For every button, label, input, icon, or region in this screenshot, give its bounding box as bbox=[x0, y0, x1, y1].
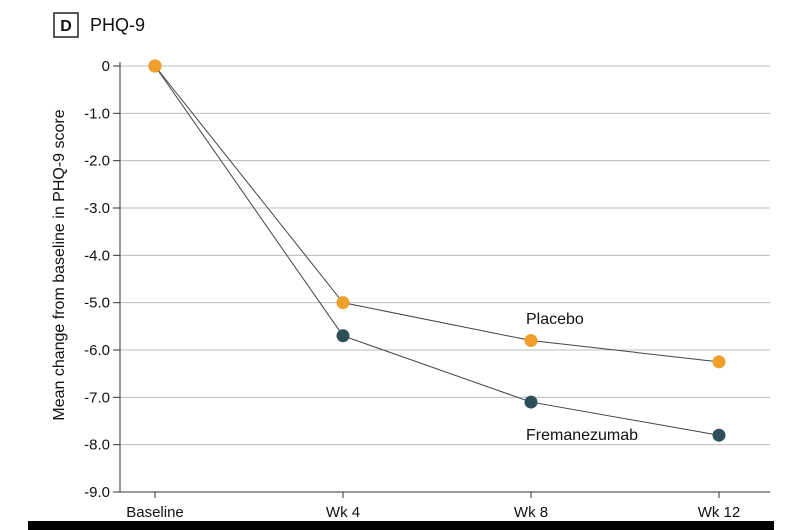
series-label-fremanezumab: Fremanezumab bbox=[526, 427, 638, 444]
chart-title: PHQ-9 bbox=[90, 15, 145, 35]
y-tick-label: -3.0 bbox=[84, 200, 110, 217]
y-tick-label: -2.0 bbox=[84, 153, 110, 170]
data-point-placebo bbox=[712, 355, 726, 369]
data-point-placebo bbox=[336, 296, 350, 310]
axes bbox=[113, 62, 770, 498]
y-tick-label: -1.0 bbox=[84, 105, 110, 122]
x-tick-labels: Baseline Wk 4 Wk 8 Wk 12 bbox=[126, 504, 740, 521]
bottom-bar bbox=[28, 521, 774, 530]
data-point-fremanezumab bbox=[712, 428, 726, 442]
x-tick-label: Baseline bbox=[126, 504, 184, 521]
series-line-fremanezumab bbox=[154, 65, 720, 436]
y-axis-title: Mean change from baseline in PHQ-9 score bbox=[51, 109, 68, 420]
y-tick-label: -5.0 bbox=[84, 295, 110, 312]
data-point-fremanezumab bbox=[336, 329, 350, 343]
series-label-placebo: Placebo bbox=[526, 311, 584, 328]
panel-letter: D bbox=[60, 18, 72, 35]
y-tick-label: -9.0 bbox=[84, 484, 110, 501]
y-tick-labels: 0 -1.0 -2.0 -3.0 -4.0 -5.0 -6.0 -7.0 -8.0 -9.0 bbox=[84, 58, 110, 501]
x-tick-label: Wk 12 bbox=[698, 504, 741, 521]
gridlines bbox=[120, 65, 770, 446]
data-point-placebo bbox=[148, 59, 162, 73]
x-tick-label: Wk 4 bbox=[326, 504, 360, 521]
y-tick-label: -8.0 bbox=[84, 437, 110, 454]
series-line-placebo bbox=[154, 65, 720, 363]
series bbox=[148, 59, 726, 442]
data-point-placebo bbox=[524, 334, 538, 348]
y-tick-label: -7.0 bbox=[84, 389, 110, 406]
y-tick-label: -4.0 bbox=[84, 247, 110, 264]
series-labels: Placebo Fremanezumab bbox=[526, 311, 638, 444]
y-tick-label: -6.0 bbox=[84, 342, 110, 359]
x-tick-label: Wk 8 bbox=[514, 504, 548, 521]
y-tick-label: 0 bbox=[102, 58, 110, 75]
data-point-fremanezumab bbox=[524, 395, 538, 409]
panel-header: D PHQ-9 bbox=[53, 12, 145, 38]
panel-letter-box bbox=[53, 12, 79, 38]
